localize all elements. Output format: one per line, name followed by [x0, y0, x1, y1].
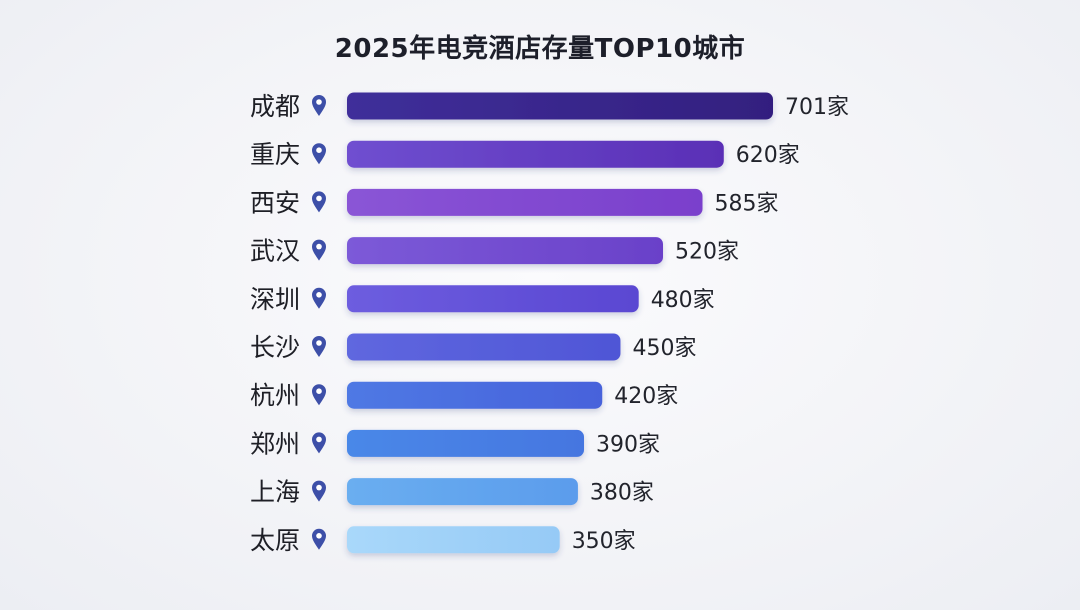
chart-title: 2025年电竞酒店存量TOP10城市 [334, 34, 746, 64]
bar-row-7: 郑州 390家 [250, 429, 660, 458]
category-label: 重庆 [250, 140, 300, 169]
bar-row-2: 西安 585家 [250, 188, 779, 217]
location-pin-icon [312, 528, 326, 550]
category-label: 郑州 [250, 429, 300, 458]
bar [347, 429, 585, 457]
data-label: 620家 [736, 143, 800, 168]
data-label: 380家 [590, 481, 654, 506]
location-pin-icon [312, 480, 326, 502]
bar [347, 526, 560, 554]
bar-row-3: 武汉 520家 [250, 237, 739, 266]
bar [347, 285, 639, 313]
location-pin-icon [312, 336, 326, 357]
bar [347, 333, 621, 361]
category-label: 上海 [250, 478, 300, 507]
bar [347, 140, 724, 168]
category-label: 太原 [250, 526, 300, 555]
data-label: 480家 [651, 288, 715, 313]
bar [347, 92, 773, 120]
data-label: 585家 [715, 191, 779, 216]
bar-row-9: 太原 350家 [250, 526, 636, 555]
bar-row-0: 成都 701家 [250, 92, 849, 121]
bar [347, 237, 664, 265]
category-label: 武汉 [250, 237, 300, 266]
bar-row-1: 重庆 620家 [250, 140, 800, 169]
bar-row-5: 长沙 450家 [250, 333, 696, 362]
category-label: 成都 [250, 92, 300, 121]
data-label: 520家 [675, 240, 739, 265]
data-label: 390家 [596, 432, 660, 457]
bar [347, 381, 603, 409]
location-pin-icon [312, 143, 326, 165]
bar [347, 478, 578, 506]
location-pin-icon [312, 191, 326, 213]
bar-row-6: 杭州 420家 [250, 381, 678, 410]
category-label: 深圳 [250, 285, 300, 314]
category-label: 西安 [250, 188, 300, 217]
location-pin-icon [312, 239, 326, 261]
location-pin-icon [312, 287, 326, 309]
location-pin-icon [312, 384, 326, 406]
bar [347, 188, 703, 216]
data-label: 701家 [785, 95, 849, 120]
category-label: 长沙 [250, 333, 300, 362]
bar-row-4: 深圳 480家 [250, 285, 715, 314]
category-label: 杭州 [250, 381, 300, 410]
data-label: 350家 [572, 529, 636, 554]
data-label: 450家 [632, 336, 696, 361]
location-pin-icon [312, 95, 326, 116]
data-label: 420家 [614, 384, 678, 409]
bar-row-8: 上海 380家 [250, 478, 654, 507]
location-pin-icon [312, 432, 326, 454]
